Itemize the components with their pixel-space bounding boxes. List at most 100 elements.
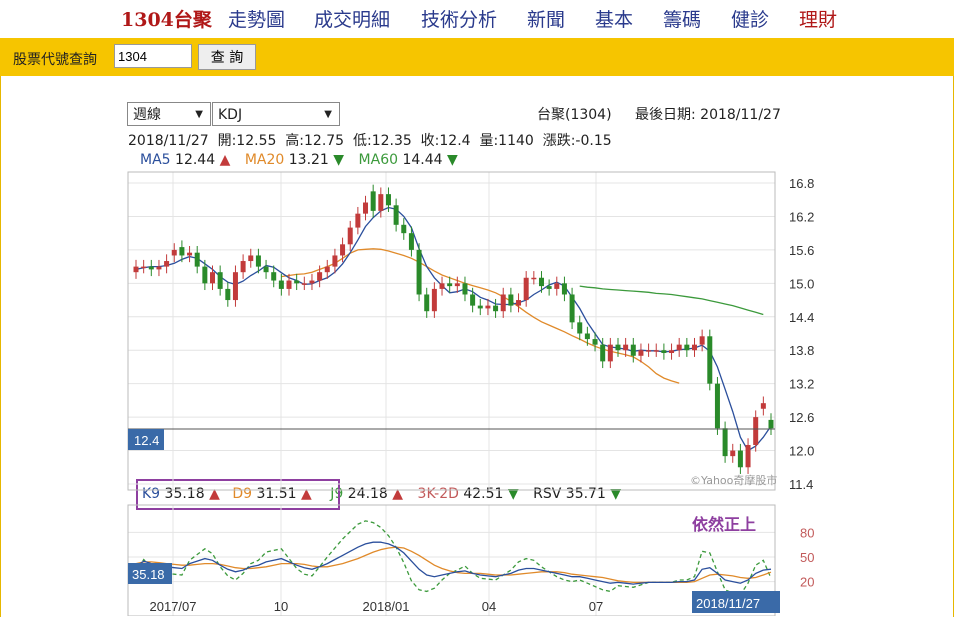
candle-body — [745, 444, 751, 468]
price-panel-border — [127, 171, 776, 491]
kd-grid — [128, 531, 775, 583]
ma20-value: 13.21 — [288, 152, 329, 168]
candle-body — [447, 283, 453, 287]
x-tick-label: 07 — [589, 599, 603, 614]
nav-brand[interactable]: 1304台聚 — [121, 9, 212, 31]
candle-body — [523, 277, 529, 301]
nav-item-health[interactable]: 健診 — [731, 9, 770, 31]
candle-body — [255, 255, 261, 267]
candle-body — [179, 247, 185, 256]
candle-body — [194, 252, 200, 267]
candle-body — [554, 283, 560, 289]
candle-body — [691, 344, 697, 351]
candle-body — [676, 344, 682, 351]
candle-body — [317, 272, 323, 281]
candle-body — [615, 344, 621, 351]
kd-badge-text: 35.18 — [132, 567, 165, 582]
x-tick-label: 04 — [482, 599, 496, 614]
ma20-label: MA20 — [244, 152, 285, 168]
candle-body — [707, 336, 713, 384]
candle-body — [669, 350, 675, 354]
nav-item-trend[interactable]: 走勢圖 — [228, 9, 286, 31]
ohlc-summary: 2018/11/27 開:12.55 高:12.75 低:12.35 收:12.… — [128, 133, 612, 149]
candle-body — [263, 266, 269, 273]
k2d-arrow-icon: ▼ — [507, 486, 519, 502]
candle-body — [699, 336, 705, 345]
candle-body — [485, 305, 491, 309]
candle-body — [607, 344, 613, 362]
candle-body — [424, 294, 430, 312]
candle-body — [217, 272, 223, 289]
price-tick-label: 13.2 — [789, 377, 814, 392]
d9-arrow-icon: ▲ — [301, 486, 312, 502]
candle-body — [355, 213, 361, 228]
kd-badge — [128, 563, 172, 584]
candle-body — [584, 333, 590, 340]
ma60-arrow-icon: ▼ — [447, 152, 458, 168]
candle-body — [324, 266, 330, 273]
price-tick-label: 13.8 — [789, 343, 814, 358]
kd-lines — [135, 520, 772, 596]
candle-body — [600, 344, 606, 362]
candle-body — [768, 419, 774, 429]
nav-item-trades[interactable]: 成交明細 — [314, 9, 391, 31]
candle-body — [569, 294, 575, 323]
price-tick-label: 12.6 — [789, 410, 814, 425]
candle-body — [225, 288, 231, 301]
candle-body — [661, 350, 667, 354]
candle-body — [470, 294, 476, 306]
candle-body — [133, 266, 139, 273]
candle-body — [577, 322, 583, 334]
watermark: ©Yahoo奇摩股市 — [690, 473, 777, 487]
ma-lines — [135, 206, 772, 452]
price-tick-label: 14.4 — [789, 310, 814, 325]
search-label: 股票代號查詢 — [13, 52, 97, 68]
candle-body — [500, 294, 506, 312]
x-tick-label: 2018/01 — [363, 599, 410, 614]
ma20-arrow-icon: ▼ — [333, 152, 345, 168]
top-nav: 1304台聚 走勢圖 成交明細 技術分析 新聞 基本 籌碼 健診 理財 — [0, 0, 954, 34]
kd-tick-label: 50 — [800, 550, 814, 565]
candle-body — [653, 350, 659, 352]
x-axis-ticks: 2017/07 10 2018/01 04 07 — [150, 599, 604, 614]
candle-body — [462, 283, 468, 295]
ma60-line — [579, 285, 764, 316]
candle-body — [416, 249, 422, 295]
candle-body — [286, 280, 292, 289]
stock-code-input[interactable] — [114, 44, 192, 68]
candle-body — [592, 339, 598, 345]
candle-body — [531, 277, 537, 280]
candle-body — [454, 283, 460, 287]
candle-body — [248, 255, 254, 262]
nav-item-chips[interactable]: 籌碼 — [663, 9, 702, 31]
candle-body — [714, 383, 720, 429]
nav-item-technical[interactable]: 技術分析 — [421, 9, 498, 31]
price-grid — [128, 172, 775, 616]
period-select[interactable]: 週線 ▼ — [127, 102, 211, 126]
candle-body — [171, 249, 177, 256]
indicator-select-value: KDJ — [218, 107, 243, 123]
candle-body — [508, 294, 514, 306]
candle-body — [347, 227, 353, 245]
nav-item-finance[interactable]: 理財 — [799, 9, 838, 31]
candle-body — [294, 280, 300, 284]
candle-body — [141, 266, 147, 269]
kd-panel-border — [127, 504, 776, 616]
candle-body — [408, 233, 414, 250]
candle-body — [516, 300, 522, 306]
nav-item-basic[interactable]: 基本 — [595, 9, 634, 31]
chevron-down-icon: ▼ — [324, 109, 332, 120]
candle-body — [393, 205, 399, 225]
candle-body — [232, 272, 238, 301]
ma5-line — [135, 206, 772, 452]
price-axis-ticks: 16.8 16.2 15.6 15.0 14.4 13.8 13.2 12.6 12.0 11.4 — [789, 176, 814, 492]
ma60-label: MA60 — [358, 152, 399, 168]
date-badge — [692, 591, 780, 613]
indicator-select[interactable]: KDJ ▼ — [212, 102, 340, 126]
nav-item-news[interactable]: 新聞 — [527, 9, 566, 31]
query-button[interactable]: 查 詢 — [198, 44, 256, 70]
candle-body — [385, 194, 391, 206]
candle-body — [561, 283, 567, 295]
stock-name: 台聚(1304) — [537, 107, 612, 123]
